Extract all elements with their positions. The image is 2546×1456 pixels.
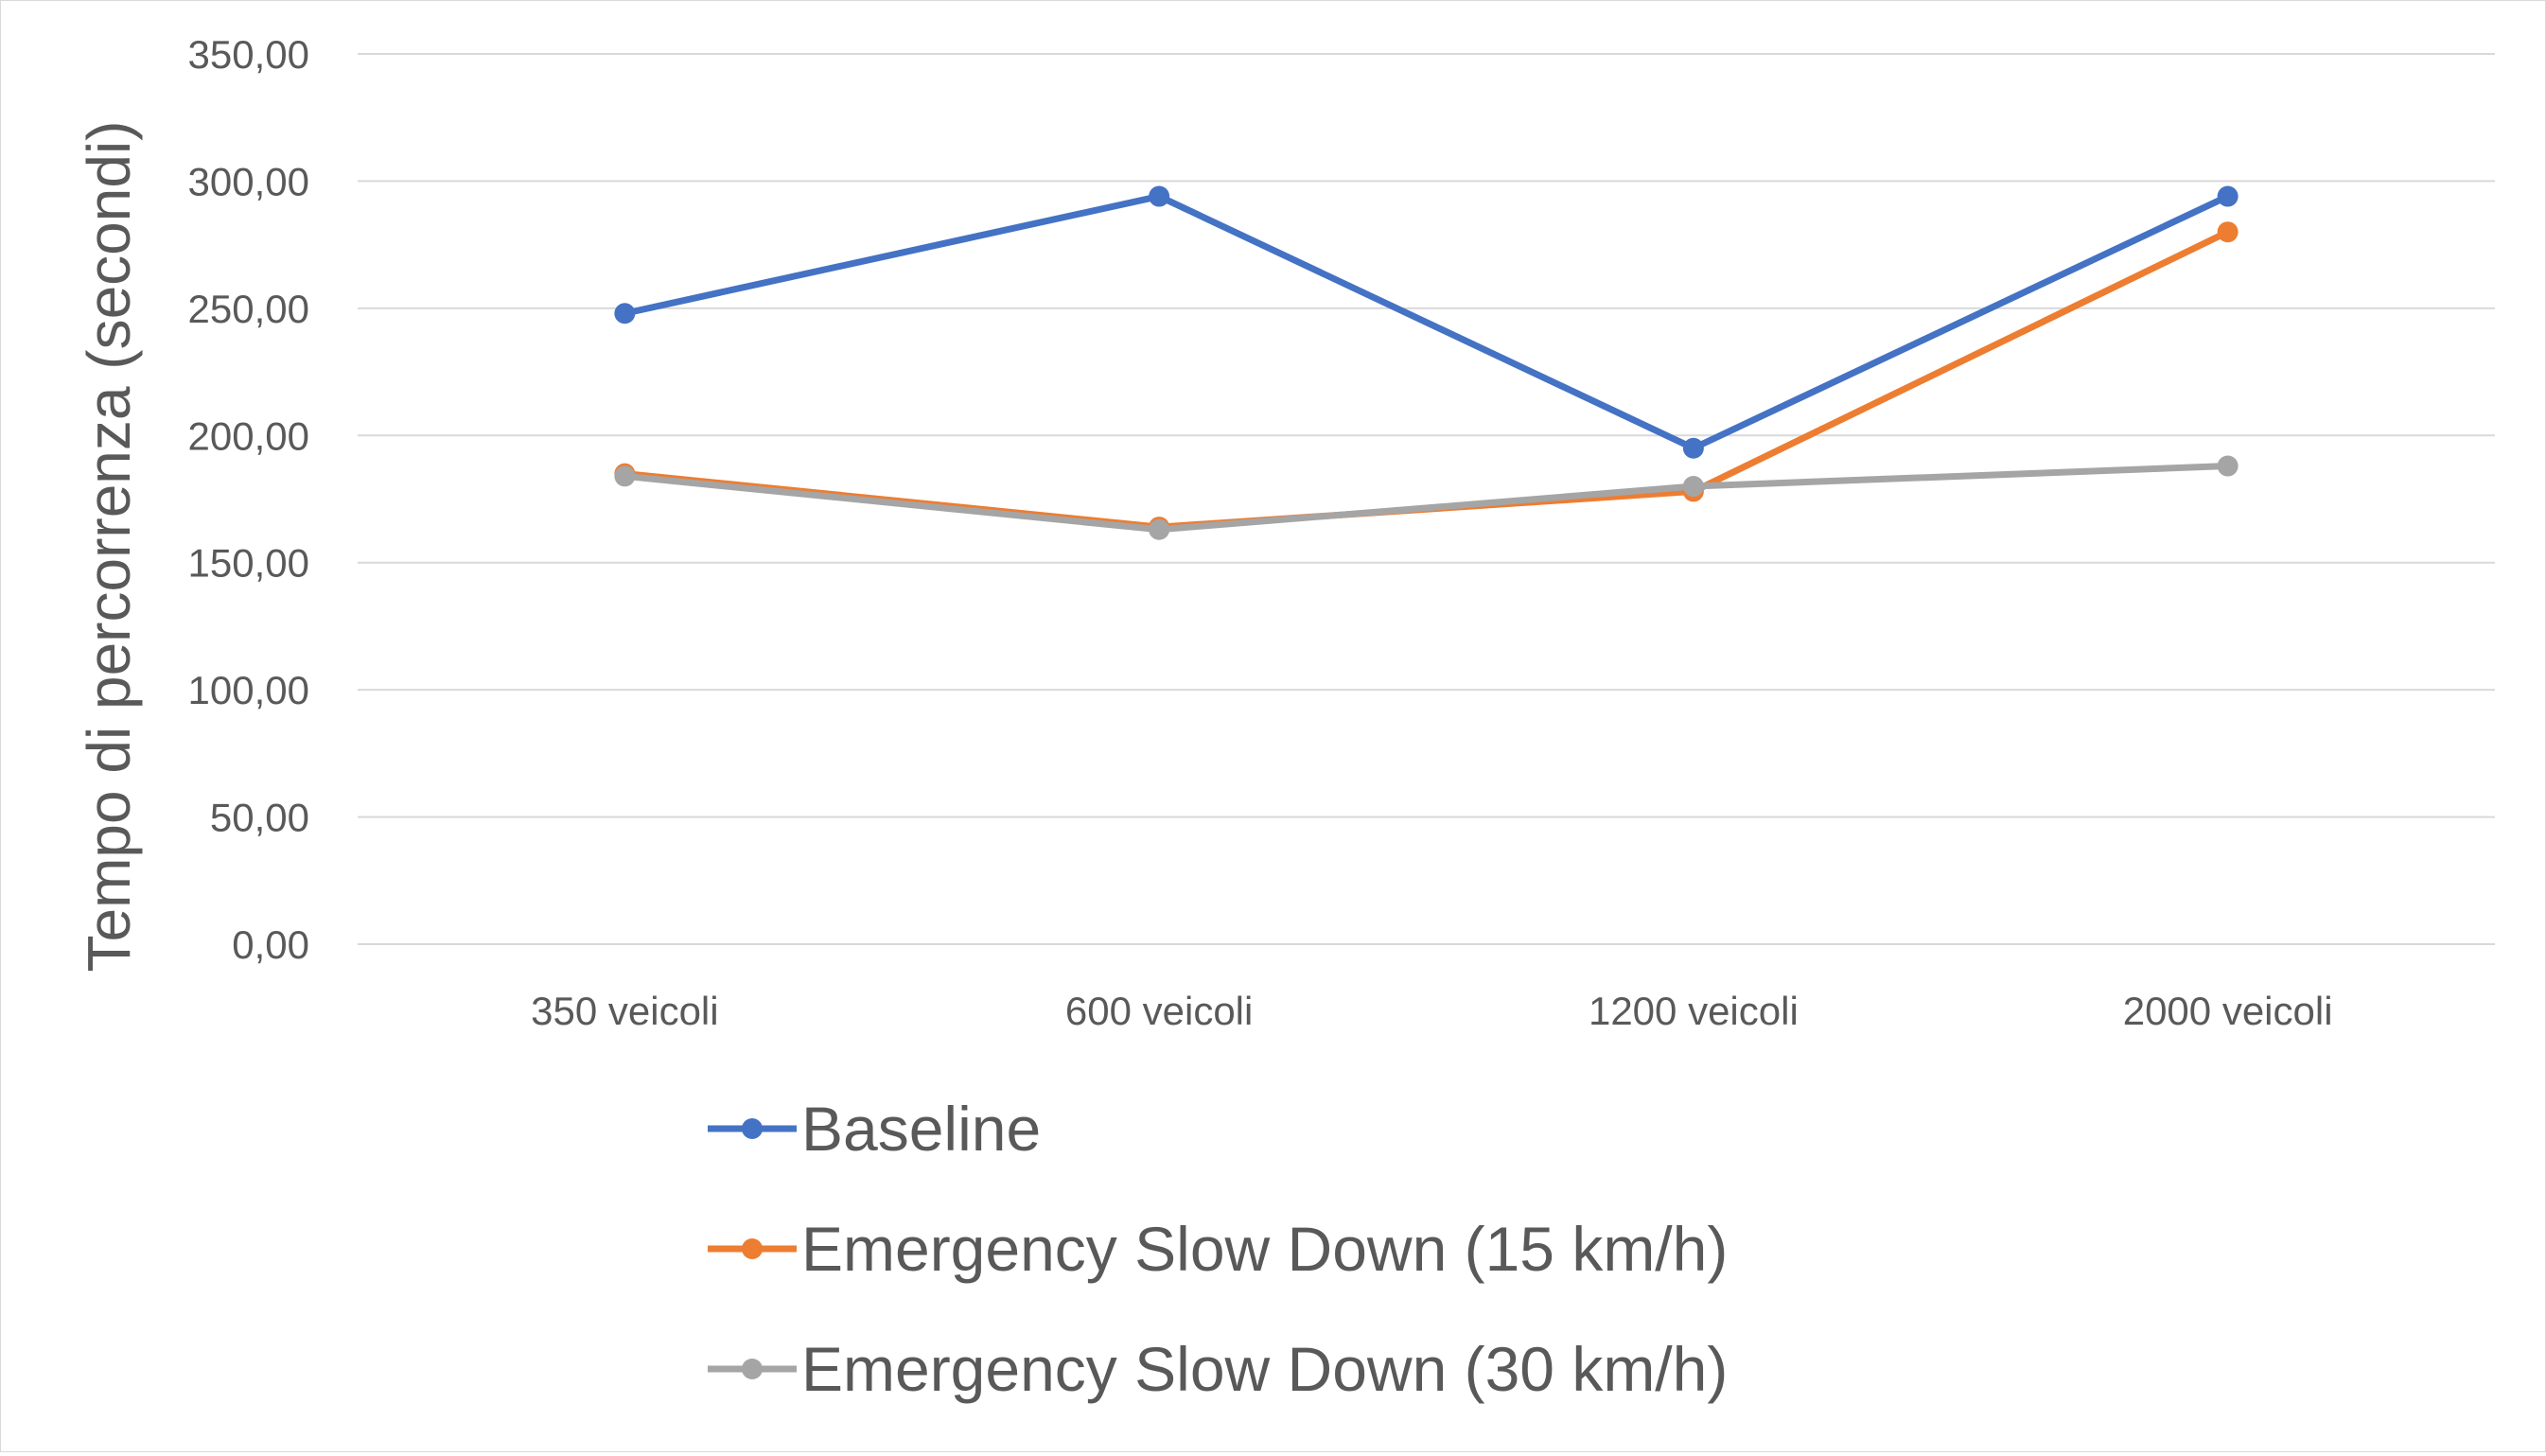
series-1 [614, 185, 2239, 459]
gridlines [358, 53, 2495, 945]
legend-label: Baseline [801, 1094, 1041, 1164]
series-line [621, 463, 2232, 534]
data-point [1149, 518, 1170, 540]
data-point [1149, 185, 1170, 207]
data-point [614, 303, 636, 325]
legend-swatch-marker [742, 1359, 763, 1379]
y-tick-label: 150,00 [188, 541, 309, 586]
legend-label: Emergency Slow Down (15 km/h) [801, 1214, 1728, 1284]
y-axis-ticks: 0,00 50,00 100,00 150,00 200,00 250,00 300,00 3… [188, 32, 309, 967]
data-point [2217, 185, 2239, 207]
x-category-label: 2000 veicoli [2123, 989, 2333, 1033]
y-tick-label: 0,00 [232, 922, 309, 967]
x-category-label: 1200 veicoli [1589, 989, 1799, 1033]
x-category-label: 600 veicoli [1065, 989, 1253, 1033]
y-tick-label: 50,00 [210, 796, 309, 840]
y-tick-label: 100,00 [188, 668, 309, 712]
legend: Baseline Emergency Slow Down (15 km/h) Eme… [708, 1094, 1728, 1404]
x-axis-categories: 350 veicoli 600 veicoli 1200 veicoli 2000 v… [531, 989, 2332, 1033]
y-axis-title: Tempo di percorrenza (secondi) [75, 121, 143, 973]
data-point [2217, 455, 2239, 477]
y-tick-label: 300,00 [188, 159, 309, 203]
y-tick-label: 200,00 [188, 413, 309, 458]
x-category-label: 350 veicoli [531, 989, 718, 1033]
legend-swatch-marker [742, 1118, 763, 1139]
legend-swatch-marker [742, 1238, 763, 1259]
y-tick-label: 250,00 [188, 287, 309, 331]
data-point [1682, 476, 1704, 498]
series-2 [614, 221, 2239, 538]
series-3 [614, 455, 2239, 540]
legend-item: Baseline [708, 1094, 1041, 1164]
series-line [621, 228, 2232, 531]
legend-item: Emergency Slow Down (15 km/h) [708, 1214, 1728, 1284]
data-point [1682, 437, 1704, 459]
legend-item: Emergency Slow Down (30 km/h) [708, 1334, 1728, 1404]
series-layer [614, 185, 2239, 540]
legend-label: Emergency Slow Down (30 km/h) [801, 1334, 1728, 1404]
series-line [621, 193, 2232, 452]
y-tick-label: 350,00 [188, 32, 309, 77]
data-point [614, 465, 636, 487]
data-point [2217, 221, 2239, 243]
